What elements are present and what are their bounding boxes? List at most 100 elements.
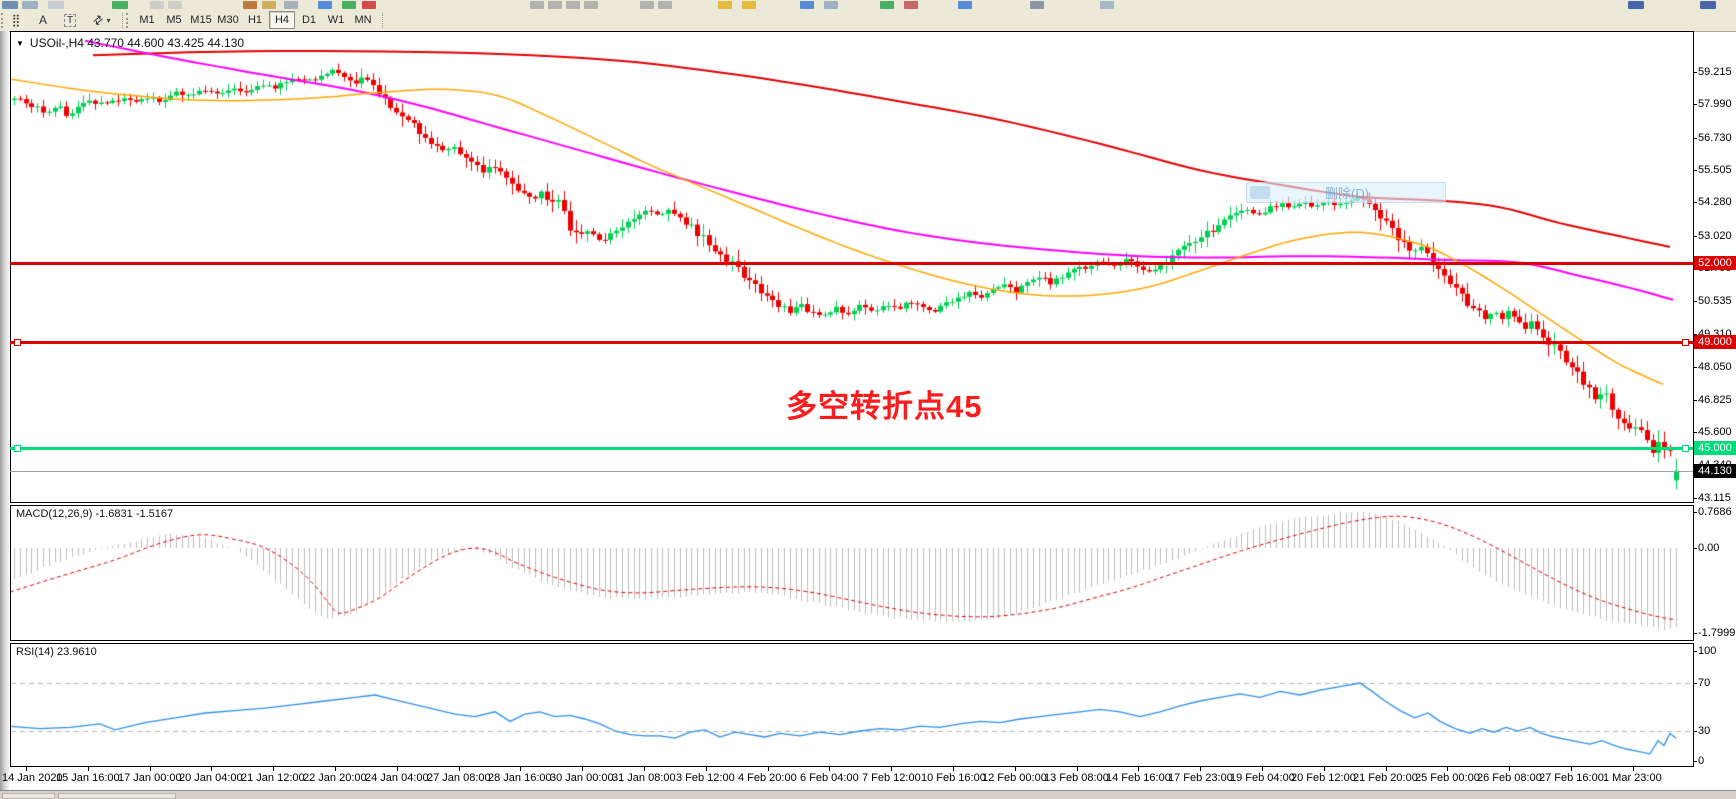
rsi-axis-tick: [1693, 651, 1697, 652]
price-axis-label: 48.050: [1698, 361, 1732, 373]
timeframe-button-d1[interactable]: D1: [296, 11, 322, 29]
toolbar-icon[interactable]: [566, 1, 580, 9]
chevron-down-icon[interactable]: ▼: [16, 38, 24, 48]
toolbar-icon[interactable]: [718, 1, 732, 9]
toolbar-icon[interactable]: [904, 1, 918, 9]
line-handle[interactable]: [14, 445, 21, 452]
date-axis-tick: [335, 767, 336, 771]
date-axis-tick: [459, 767, 460, 771]
timeframe-button-w1[interactable]: W1: [323, 11, 349, 29]
price-axis-tick: [1693, 138, 1697, 139]
date-axis-label: 12 Feb 00:00: [982, 772, 1047, 784]
price-axis-label: 55.505: [1698, 164, 1732, 176]
chart-title-text: USOil-,H4 43.770 44.600 43.425 44.130: [29, 36, 245, 50]
cursor-arrows-tool-icon: ⇄: [90, 11, 107, 29]
toolbar-icon[interactable]: [640, 1, 654, 9]
line-handle[interactable]: [14, 339, 21, 346]
toolbar-icon[interactable]: [1030, 1, 1044, 9]
toolbar-icon[interactable]: [22, 1, 38, 9]
toolbar-icon[interactable]: [284, 1, 298, 9]
date-axis-label: 15 Jan 16:00: [56, 772, 120, 784]
toolbar-icon[interactable]: [362, 1, 376, 9]
text-label-tool-icon: T: [63, 13, 77, 27]
date-axis-tick: [211, 767, 212, 771]
toolbar-icon[interactable]: [658, 1, 672, 9]
line-handle[interactable]: [1682, 445, 1689, 452]
toolbar-icon[interactable]: [530, 1, 544, 9]
horizontal-line-52[interactable]: [10, 262, 1693, 265]
toolbar-icon[interactable]: [548, 1, 562, 9]
toolbar-icon[interactable]: [1628, 1, 1644, 9]
timeframe-button-h1[interactable]: H1: [242, 11, 268, 29]
menu-remnant-label: 删除(D): [1325, 186, 1370, 201]
toolbar-icon[interactable]: [800, 1, 814, 9]
price-axis-tick: [1693, 104, 1697, 105]
price-axis-label: 46.825: [1698, 394, 1732, 406]
date-axis-label: 19 Feb 04:00: [1230, 772, 1295, 784]
text-a-tool-icon: A: [38, 13, 47, 27]
window-left-border: [0, 31, 9, 790]
toolbar-icon[interactable]: [584, 1, 598, 9]
toolbar-icon[interactable]: [824, 1, 838, 9]
main-chart-panel[interactable]: [10, 31, 1694, 503]
macd-axis-tick: [1693, 548, 1697, 549]
timeframe-button-mn[interactable]: MN: [350, 11, 376, 29]
toolbar-icon[interactable]: [880, 1, 894, 9]
date-axis-label: 21 Feb 20:00: [1353, 772, 1418, 784]
date-axis-label: 17 Jan 00:00: [118, 772, 182, 784]
horizontal-line-45[interactable]: [10, 447, 1693, 450]
delete-icon: [1250, 186, 1270, 199]
timeframe-button-m15[interactable]: M15: [188, 11, 214, 29]
rsi-axis-label: 100: [1698, 645, 1717, 657]
toolbar-icon[interactable]: [243, 1, 257, 9]
toolbar-icon[interactable]: [262, 1, 276, 9]
date-axis-tick: [1633, 767, 1634, 771]
date-axis-tick: [891, 767, 892, 771]
timeframe-button-h4[interactable]: H4: [269, 11, 295, 29]
price-axis-label: 56.730: [1698, 132, 1732, 144]
toolbar-icon[interactable]: [958, 1, 972, 9]
toolbar-icon[interactable]: [1100, 1, 1114, 9]
rsi-panel[interactable]: [10, 643, 1694, 767]
timeframe-button-m5[interactable]: M5: [161, 11, 187, 29]
toolbar-icon[interactable]: [1700, 1, 1716, 9]
text-a-tool-button[interactable]: A: [32, 11, 54, 29]
price-badge-49.000: 49.000: [1694, 335, 1736, 349]
macd-panel[interactable]: [10, 505, 1694, 641]
price-axis-tick: [1693, 367, 1697, 368]
macd-axis-label: 0.7686: [1698, 506, 1732, 518]
timeframe-button-m30[interactable]: M30: [215, 11, 241, 29]
toolbar-icon[interactable]: [150, 1, 164, 9]
context-menu-remnant: 删除(D): [1246, 182, 1446, 203]
toolbar-icon[interactable]: [742, 1, 756, 9]
cursor-arrows-tool-button[interactable]: ⇄ ▾: [86, 11, 118, 29]
price-badge-44.130: 44.130: [1694, 464, 1736, 478]
date-axis-label: 10 Feb 16:00: [921, 772, 986, 784]
toolbar-icon[interactable]: [318, 1, 332, 9]
timeframe-button-m1[interactable]: M1: [134, 11, 160, 29]
price-axis-tick: [1693, 202, 1697, 203]
horizontal-line-49[interactable]: [10, 341, 1693, 344]
text-label-tool-button[interactable]: T: [58, 11, 82, 29]
toolbar-icon[interactable]: [168, 1, 182, 9]
price-axis-label: 59.215: [1698, 66, 1732, 78]
rsi-axis-tick: [1693, 683, 1697, 684]
date-axis-tick: [273, 767, 274, 771]
toolbar-grip[interactable]: [126, 13, 132, 28]
grid-tool-button[interactable]: ⣿: [4, 11, 28, 29]
price-axis-tick: [1693, 432, 1697, 433]
toolbar-icon[interactable]: [342, 1, 356, 9]
toolbar-icon[interactable]: [48, 1, 64, 9]
price-axis-label: 43.115: [1698, 492, 1731, 504]
date-axis-tick: [88, 767, 89, 771]
line-handle[interactable]: [1682, 339, 1689, 346]
toolbar-icon[interactable]: [2, 1, 18, 9]
price-badge-52.000: 52.000: [1694, 256, 1736, 270]
date-axis-label: 27 Feb 16:00: [1539, 772, 1604, 784]
toolbar: ⣿ A T ⇄ ▾ M1 M5 M15 M30 H1 H4 D1 W1 MN: [0, 10, 1736, 32]
chart-text-annotation[interactable]: 多空转折点45: [786, 389, 983, 424]
grid-tool-icon: ⣿: [11, 13, 21, 27]
date-axis-tick: [1077, 767, 1078, 771]
toolbar-icon[interactable]: [112, 1, 128, 9]
macd-axis-tick: [1693, 512, 1697, 513]
